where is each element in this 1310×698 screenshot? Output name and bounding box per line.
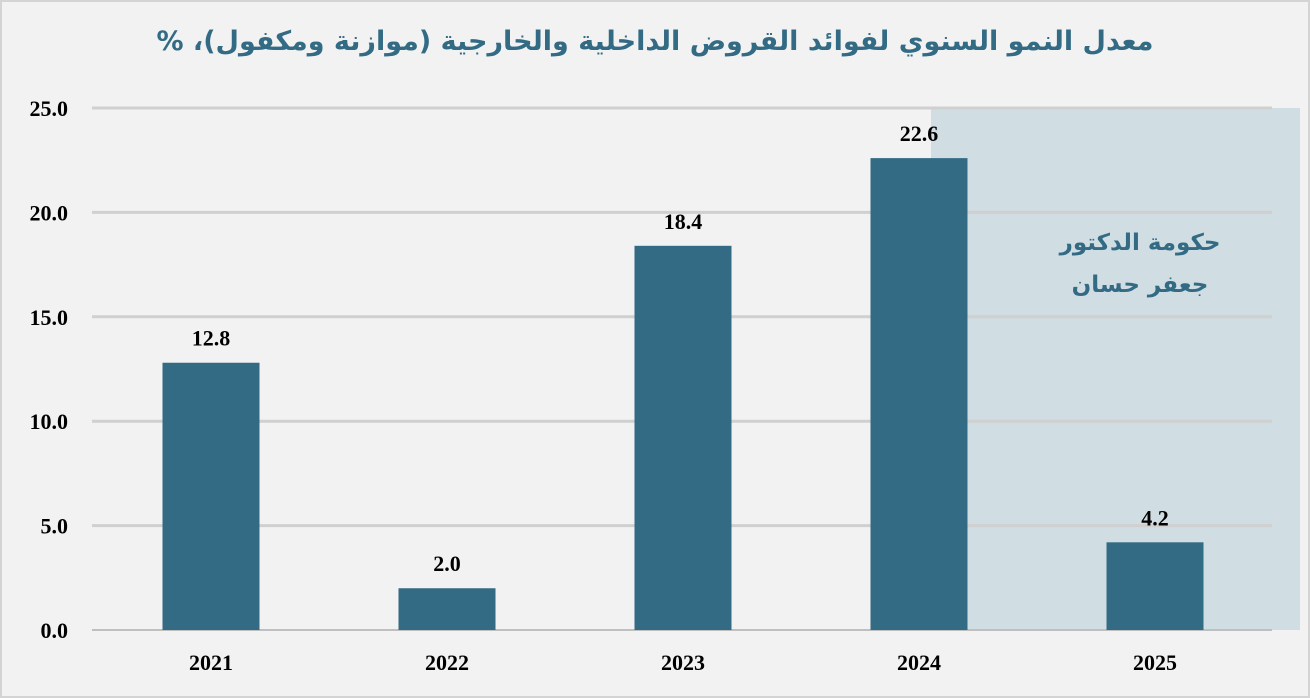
- bar: [634, 245, 732, 631]
- y-tick-label: 25.0: [30, 96, 69, 121]
- y-tick-label: 20.0: [30, 200, 69, 225]
- x-tick-label: 2025: [1133, 650, 1177, 675]
- bar: [162, 362, 260, 630]
- data-label: 2.0: [433, 551, 461, 576]
- bar: [870, 158, 968, 630]
- bar: [398, 588, 496, 630]
- x-tick-label: 2022: [425, 650, 469, 675]
- x-tick-label: 2021: [189, 650, 233, 675]
- data-label: 4.2: [1141, 505, 1169, 530]
- chart-title: معدل النمو السنوي لفوائد القروض الداخلية…: [156, 26, 1154, 57]
- y-tick-label: 15.0: [30, 305, 69, 330]
- x-tick-label: 2024: [897, 650, 941, 675]
- highlight-annotation: حكومة الدكتور: [1059, 230, 1221, 256]
- y-tick-label: 5.0: [41, 514, 69, 539]
- data-label: 22.6: [900, 121, 939, 146]
- data-label: 12.8: [192, 326, 231, 351]
- bar: [1106, 542, 1204, 630]
- x-tick-label: 2023: [661, 650, 705, 675]
- y-tick-label: 10.0: [30, 409, 69, 434]
- data-label: 18.4: [664, 209, 703, 234]
- highlight-annotation: جعفر حسان: [1072, 272, 1209, 298]
- y-tick-label: 0.0: [41, 618, 69, 643]
